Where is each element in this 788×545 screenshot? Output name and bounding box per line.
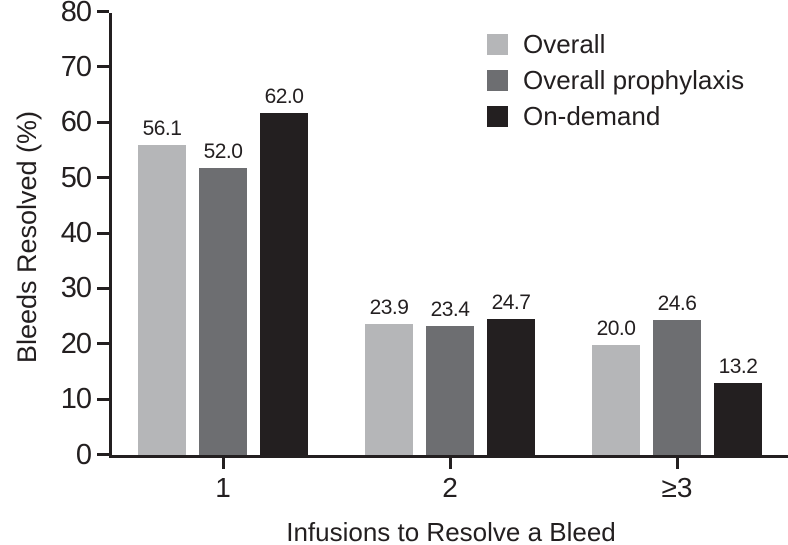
x-tick-label: 1	[215, 472, 231, 503]
y-tick	[97, 397, 109, 401]
y-tick-label: 80	[60, 0, 92, 28]
y-tick-label: 40	[60, 217, 92, 249]
y-tick	[97, 286, 109, 290]
y-tick-label: 10	[60, 383, 92, 416]
bar-on-demand-2	[487, 319, 535, 456]
y-tick-label: 70	[60, 50, 92, 83]
bar-value-label: 52.0	[203, 140, 243, 163]
y-tick-label: 50	[60, 161, 92, 194]
y-tick-label: 30	[60, 272, 92, 305]
legend-swatch-overall	[487, 34, 508, 55]
y-tick	[97, 342, 109, 346]
y-tick-label: 0	[75, 438, 92, 471]
x-tick-label: ≥3	[661, 472, 693, 503]
legend-label: On-demand	[523, 101, 661, 131]
bar-overall-prophylaxis-3	[653, 320, 701, 456]
x-axis-line	[109, 455, 788, 458]
bar-value-label: 24.7	[491, 291, 531, 314]
bar-overall-prophylaxis-2	[426, 326, 474, 456]
bar-value-label: 23.4	[430, 298, 470, 321]
y-tick	[97, 10, 109, 13]
x-tick	[221, 458, 225, 469]
bar-overall-prophylaxis-1	[199, 168, 247, 456]
legend-item-on-demand: On-demand	[487, 101, 744, 131]
legend-label: Overall	[523, 29, 606, 59]
y-tick-label: 20	[60, 327, 92, 360]
bar-on-demand-1	[260, 113, 308, 456]
bar-value-label: 24.6	[657, 292, 697, 315]
bar-on-demand-3	[714, 383, 762, 456]
legend-swatch-overall-prophylaxis	[487, 70, 508, 91]
bar-value-label: 56.1	[142, 117, 182, 140]
x-tick	[675, 458, 679, 469]
legend-swatch-on-demand	[487, 106, 508, 127]
x-tick-label: 2	[442, 472, 458, 503]
legend-item-overall: Overall	[487, 29, 744, 59]
bar-value-label: 13.2	[718, 355, 758, 378]
x-axis-title: Infusions to Resolve a Bleed	[286, 517, 616, 545]
x-tick	[448, 458, 452, 469]
y-tick	[97, 65, 109, 69]
y-axis-line	[109, 13, 112, 458]
y-tick	[97, 120, 109, 124]
y-tick	[97, 231, 109, 235]
bar-value-label: 20.0	[596, 317, 636, 340]
bar-value-label: 62.0	[264, 85, 304, 108]
bar-overall-1	[138, 145, 186, 456]
bar-overall-3	[592, 345, 640, 456]
legend-label: Overall prophylaxis	[523, 65, 745, 95]
bar-value-label: 23.9	[369, 296, 409, 319]
bar-overall-2	[365, 324, 413, 456]
y-tick-label: 60	[60, 106, 92, 139]
y-tick	[97, 176, 109, 180]
y-tick	[97, 453, 109, 456]
legend: Overall Overall prophylaxis On-demand	[487, 29, 745, 142]
legend-item-overall-prophylaxis: Overall prophylaxis	[487, 65, 745, 95]
